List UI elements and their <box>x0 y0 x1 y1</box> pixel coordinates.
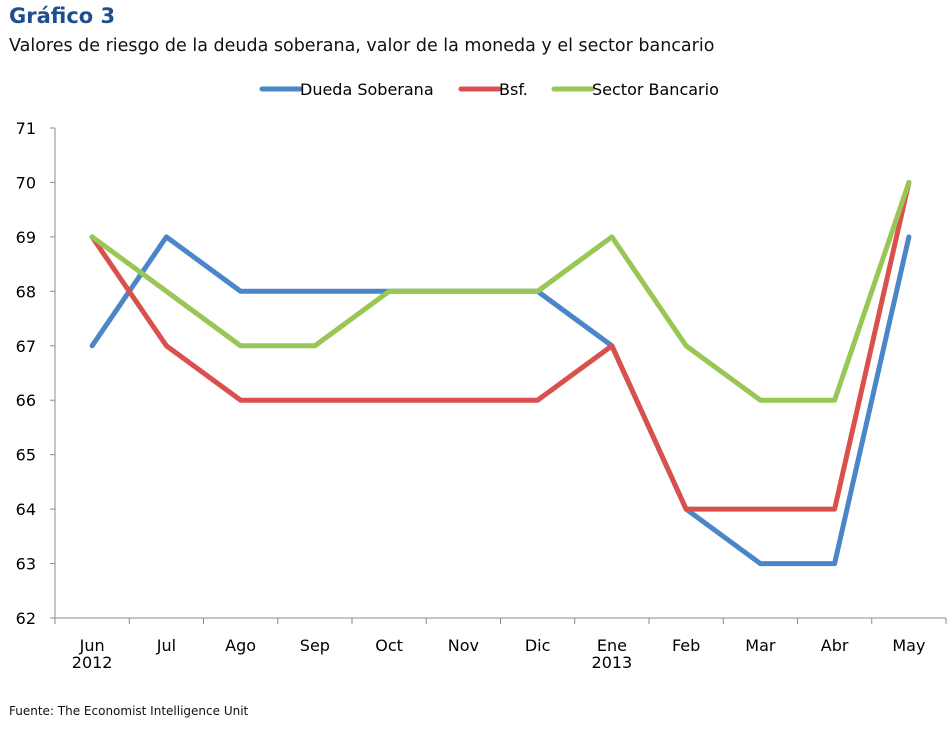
y-tick-label: 63 <box>16 555 36 574</box>
x-tick-label: Nov <box>448 636 479 655</box>
x-tick-label: Jun 2012 <box>72 636 113 672</box>
x-tick-label: Ago <box>225 636 256 655</box>
y-tick-label: 64 <box>16 500 36 519</box>
x-tick-label: Sep <box>300 636 330 655</box>
y-tick-label: 68 <box>16 282 36 301</box>
legend-label-1: Bsf. <box>499 80 528 99</box>
x-tick-label: May <box>892 636 925 655</box>
chart-title: Gráfico 3 <box>9 4 116 28</box>
x-tick-label: Feb <box>672 636 700 655</box>
y-tick-label: 71 <box>16 119 36 138</box>
series-line-2 <box>89 179 912 403</box>
x-tick-label: Oct <box>375 636 403 655</box>
x-tick-label: Mar <box>745 636 776 655</box>
y-tick-label: 65 <box>16 446 36 465</box>
x-tick-label: Jul <box>156 636 176 655</box>
y-tick-label: 62 <box>16 609 36 628</box>
chart-subtitle: Valores de riesgo de la deuda soberana, … <box>9 36 715 56</box>
x-tick-label: Dic <box>525 636 551 655</box>
source-note: Fuente: The Economist Intelligence Unit <box>9 704 249 718</box>
y-tick-label: 69 <box>16 228 36 247</box>
x-tick-label: Abr <box>821 636 849 655</box>
legend-label-2: Sector Bancario <box>592 80 719 99</box>
y-tick-label: 67 <box>16 337 36 356</box>
y-tick-label: 70 <box>16 173 36 192</box>
x-tick-label: Ene 2013 <box>592 636 633 672</box>
legend-label-0: Dueda Soberana <box>300 80 434 99</box>
series-line-1 <box>89 179 912 512</box>
y-tick-label: 66 <box>16 391 36 410</box>
